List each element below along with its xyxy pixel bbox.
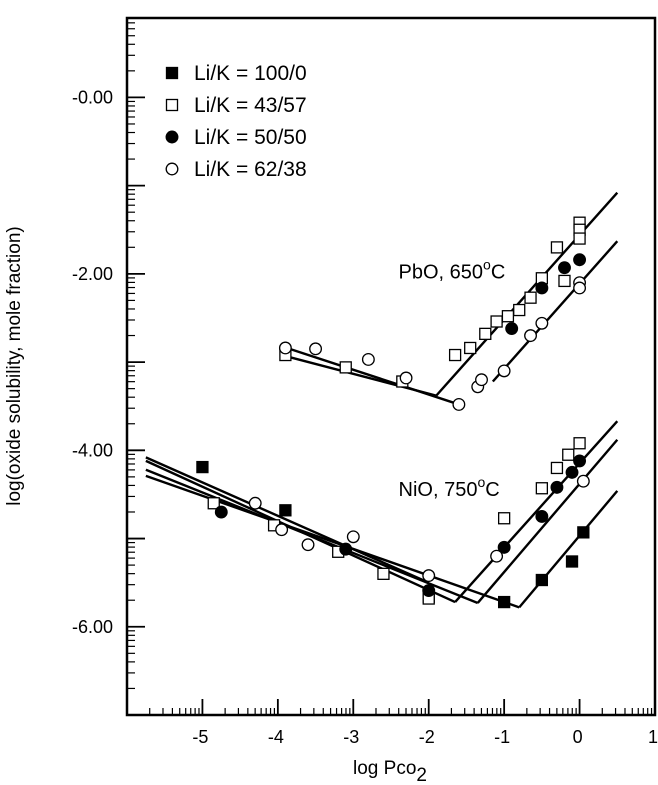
data-point xyxy=(558,261,571,275)
x-tick-label: -2 xyxy=(419,727,435,747)
legend-marker xyxy=(165,66,179,80)
data-point xyxy=(573,253,587,267)
legend-label: Li/K = 62/38 xyxy=(194,158,307,181)
data-point xyxy=(524,329,537,343)
data-point xyxy=(505,322,519,336)
y-axis-title: log(oxide solubility, mole fraction) xyxy=(4,226,25,506)
data-point xyxy=(248,496,262,510)
data-point xyxy=(573,454,587,468)
fit-line xyxy=(476,438,619,604)
data-point xyxy=(497,595,511,609)
data-point xyxy=(361,352,375,366)
data-point xyxy=(490,315,503,328)
data-point xyxy=(214,505,228,519)
annotations: PbO, 650oC NiO, 750oC xyxy=(399,256,506,501)
annotation-label: NiO, 750oC xyxy=(399,474,500,501)
data-point xyxy=(535,482,549,495)
data-points xyxy=(196,216,590,609)
data-point xyxy=(577,526,590,539)
data-point xyxy=(573,281,587,295)
data-point xyxy=(399,371,413,385)
y-tick-label: -0.00 xyxy=(72,87,113,107)
data-point xyxy=(497,364,511,378)
x-tick-label: -4 xyxy=(268,727,284,747)
data-point xyxy=(562,448,575,461)
data-point xyxy=(524,291,537,304)
y-tick-label: -4.00 xyxy=(72,440,113,460)
legend-marker xyxy=(165,162,179,176)
data-point xyxy=(535,281,549,295)
data-point xyxy=(535,573,549,587)
data-point xyxy=(309,342,323,356)
x-axis-title-main: log Pco xyxy=(353,758,416,779)
legend: Li/K = 100/0 Li/K = 43/57 Li/K = 50/50 Li/K… xyxy=(165,62,307,181)
data-point xyxy=(479,327,492,341)
data-point xyxy=(535,316,549,330)
data-point xyxy=(207,497,220,510)
data-point xyxy=(422,569,436,583)
legend-label: Li/K = 100/0 xyxy=(194,62,307,85)
data-point xyxy=(558,274,571,288)
x-tick-label: -5 xyxy=(192,727,208,747)
data-point xyxy=(278,341,292,355)
y-tick-label: -2.00 xyxy=(72,264,113,284)
y-tick-label: -6.00 xyxy=(72,617,113,637)
data-point xyxy=(550,480,564,494)
data-point xyxy=(535,510,549,523)
data-point xyxy=(475,373,488,387)
legend-marker xyxy=(165,98,179,112)
data-point xyxy=(448,348,462,362)
data-point xyxy=(565,465,579,479)
plot-frame xyxy=(125,16,657,717)
data-point xyxy=(573,437,586,450)
legend-label: Li/K = 50/50 xyxy=(194,126,307,149)
legend-label: Li/K = 43/57 xyxy=(194,94,307,117)
data-point xyxy=(422,584,436,598)
data-point xyxy=(501,310,515,323)
data-point xyxy=(576,474,590,488)
data-point xyxy=(550,461,564,475)
data-point xyxy=(339,542,353,556)
fit-line xyxy=(281,345,460,406)
data-point xyxy=(452,397,466,411)
data-point xyxy=(196,460,209,474)
data-point xyxy=(497,540,511,554)
fit-line xyxy=(145,456,430,584)
fit-lines xyxy=(145,191,619,609)
data-point xyxy=(275,523,289,537)
data-point xyxy=(464,341,477,355)
x-tick-labels: -5 -4 -3 -2 -1 0 1 xyxy=(192,727,658,747)
legend-marker xyxy=(165,130,179,144)
data-point xyxy=(339,361,352,374)
x-tick-label: -3 xyxy=(343,727,359,747)
fit-line xyxy=(454,420,619,603)
x-tick-label: 1 xyxy=(648,727,658,747)
fit-line xyxy=(518,490,619,609)
x-axis-title-subscript: 2 xyxy=(416,765,427,785)
x-tick-label: -1 xyxy=(494,727,510,747)
data-point xyxy=(565,555,579,568)
x-axis-title: log Pco2 xyxy=(353,758,427,785)
data-point xyxy=(573,232,586,245)
fit-line xyxy=(491,240,619,383)
data-point xyxy=(513,303,526,317)
data-point xyxy=(497,512,511,525)
x-tick-label: 0 xyxy=(573,727,583,747)
data-point xyxy=(279,504,292,517)
data-point xyxy=(377,567,390,580)
annotation-label: PbO, 650oC xyxy=(399,256,506,283)
data-point xyxy=(550,241,564,254)
y-tick-labels: -0.00 -2.00 -4.00 -6.00 xyxy=(72,87,113,636)
data-point xyxy=(490,549,504,563)
major-ticks xyxy=(127,96,656,716)
data-point xyxy=(301,538,315,552)
data-point xyxy=(346,530,360,544)
minor-ticks xyxy=(127,22,653,715)
